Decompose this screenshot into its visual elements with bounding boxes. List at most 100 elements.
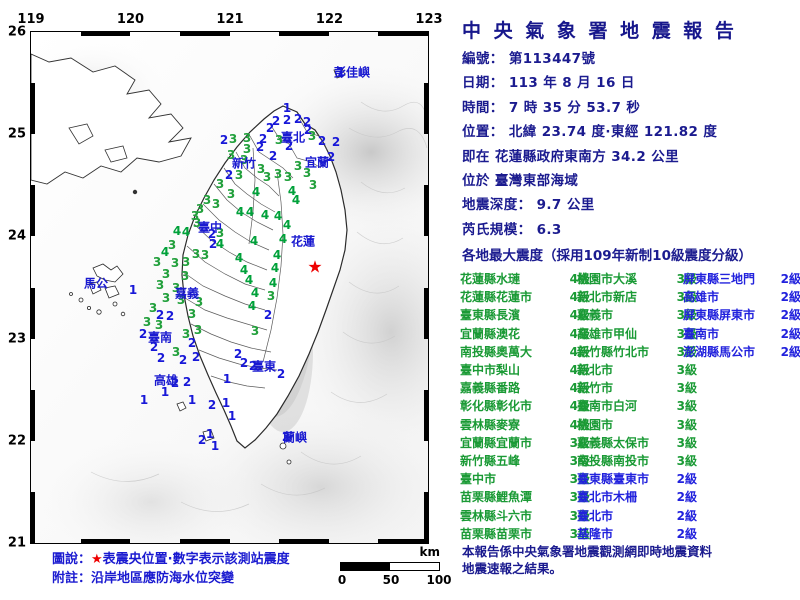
- report-line-4: 位置： 北緯 23.74 度·東經 121.82 度: [462, 120, 717, 140]
- station-intensity-value: 3: [273, 167, 283, 181]
- station-intensity-value: 3: [161, 267, 171, 281]
- y-tick-label: 21: [7, 535, 26, 551]
- report-line-label: 位置：: [462, 124, 509, 141]
- station-intensity-value: 3: [170, 256, 180, 270]
- station-intensity-value: 2: [281, 430, 291, 444]
- station-intensity-value: 2: [187, 336, 197, 350]
- intensity-row: 桃園市 3級: [577, 416, 697, 434]
- report-line-value: 花蓮縣政府東南方 34.2 公里: [494, 148, 680, 165]
- station-intensity-value: 3: [167, 238, 177, 252]
- intensity-location-name: 桃園市大溪: [577, 272, 638, 286]
- station-intensity-value: 1: [139, 393, 149, 407]
- station-intensity-value: 3: [262, 170, 272, 184]
- intensity-location-name: 南投縣南投市: [577, 454, 650, 469]
- intensity-level-value: 2級: [676, 472, 697, 487]
- station-intensity-value: 1: [336, 65, 346, 79]
- map-city-label: 宜蘭: [304, 155, 330, 170]
- station-intensity-value: 3: [215, 226, 225, 240]
- intensity-location-name: 花蓮縣花蓮市: [460, 290, 533, 305]
- station-intensity-value: 2: [284, 139, 294, 153]
- intensity-location-name: 嘉義縣太保市: [577, 435, 650, 450]
- report-line-value: 臺灣東部海域: [494, 173, 579, 189]
- intensity-row: 臺東縣長濱 4級: [460, 306, 590, 324]
- station-intensity-value: 2: [282, 113, 292, 127]
- intensity-row: 宜蘭縣宜蘭市 3級: [460, 434, 590, 452]
- intensity-level-value: 3級: [676, 363, 697, 378]
- station-intensity-value: 2: [326, 150, 336, 164]
- station-intensity-value: 3: [195, 202, 205, 216]
- intensity-location-name: 新竹縣五峰: [460, 454, 521, 469]
- station-intensity-value: 3: [191, 247, 201, 261]
- intensity-level-value: 3級: [676, 435, 697, 450]
- map-city-label: 新竹: [231, 156, 257, 171]
- intensity-level-value: 4級: [569, 363, 590, 378]
- station-intensity-value: 3: [266, 289, 276, 303]
- station-intensity-value: 1: [128, 283, 138, 297]
- intensity-level-value: 2級: [780, 308, 800, 323]
- station-intensity-value: 3: [192, 216, 202, 230]
- station-intensity-value: 3: [256, 162, 266, 176]
- terrain-layer: [31, 32, 428, 543]
- report-line-label: 編號：: [462, 51, 509, 67]
- station-intensity-value: 2: [207, 227, 217, 241]
- intensity-row: 雲林縣斗六市 3級: [460, 507, 590, 525]
- intensity-row: 基隆市 2級: [577, 525, 697, 543]
- station-intensity-value: 2: [248, 359, 258, 373]
- report-panel: 中 央 氣 象 署 地 震 報 告 編號： 第113447號 日期： 113 年 …: [455, 0, 800, 600]
- intensity-location-name: 臺南市白河: [577, 399, 638, 414]
- map-city-label: 高雄: [153, 373, 179, 388]
- intensity-level-value: 3級: [676, 417, 697, 432]
- map-city-label: 嘉義: [174, 286, 200, 301]
- report-line-label: 即在: [462, 148, 495, 165]
- intensity-level-value: 3級: [676, 454, 697, 469]
- intensity-row: 屏東縣屏東市 2級: [683, 306, 800, 324]
- intensity-level-value: 4級: [569, 272, 590, 286]
- station-intensity-value: 3: [171, 345, 181, 359]
- station-intensity-value: 1: [210, 439, 220, 453]
- intensity-row: 彰化縣彰化市 4級: [460, 397, 590, 415]
- intensity-location-name: 高雄市: [683, 290, 720, 305]
- station-intensity-value: 2: [233, 347, 243, 361]
- station-intensity-value: 2: [170, 376, 180, 390]
- intensity-location-name: 桃園市: [577, 417, 614, 432]
- x-tick-label: 119: [17, 12, 45, 27]
- intensity-location-name: 雲林縣斗六市: [460, 508, 533, 523]
- intensity-row: 臺北市木柵 2級: [577, 488, 697, 506]
- intensity-level-value: 3級: [569, 526, 590, 541]
- intensity-location-name: 屏東縣屏東市: [683, 308, 756, 323]
- intensity-row: 臺中市梨山 4級: [460, 361, 590, 379]
- map-city-label: 臺南: [147, 330, 173, 345]
- intensity-location-name: 臺北市: [577, 508, 614, 523]
- station-intensity-value: 4: [278, 232, 288, 246]
- station-intensity-value: 2: [263, 308, 273, 322]
- station-intensity-value: 2: [276, 367, 286, 381]
- map-frame-tick-band: [279, 539, 329, 543]
- station-intensity-value: 4: [235, 205, 245, 219]
- intensity-location-name: 雲林縣麥寮: [460, 417, 521, 432]
- report-line-value: 6.3: [536, 221, 562, 238]
- report-line-value: 北緯 23.74 度·東經 121.82 度: [508, 124, 718, 141]
- station-intensity-value: 3: [283, 170, 293, 184]
- report-line-value: 9.7 公里: [536, 197, 595, 214]
- report-line-6: 位於 臺灣東部海域: [462, 169, 578, 189]
- map-panel: 119 120 121 122 123 26 25 24 23 22 21: [7, 12, 452, 587]
- intensity-level-value: 2級: [676, 490, 697, 505]
- map-frame-tick-band: [424, 287, 428, 339]
- x-tick-label: 123: [415, 12, 443, 27]
- page-title: 中 央 氣 象 署 地 震 報 告: [462, 20, 737, 42]
- station-intensity-value: 3: [250, 324, 260, 338]
- station-intensity-value: 3: [180, 269, 190, 283]
- map-frame-tick-band: [424, 83, 428, 135]
- station-intensity-value: 2: [182, 375, 192, 389]
- legend-caption-text: 表震央位置·數字表示該測站震度: [102, 552, 290, 567]
- intensity-level-value: 4級: [569, 417, 590, 432]
- intensity-level-value: 2級: [780, 290, 800, 305]
- station-intensity-value: 4: [247, 299, 257, 313]
- y-tick-label: 22: [7, 433, 26, 449]
- station-intensity-value: 3: [161, 291, 171, 305]
- intensity-row: 桃園市大溪 3級: [577, 270, 697, 288]
- map-frame-tick-band: [179, 539, 230, 543]
- station-intensity-value: 4: [244, 273, 254, 287]
